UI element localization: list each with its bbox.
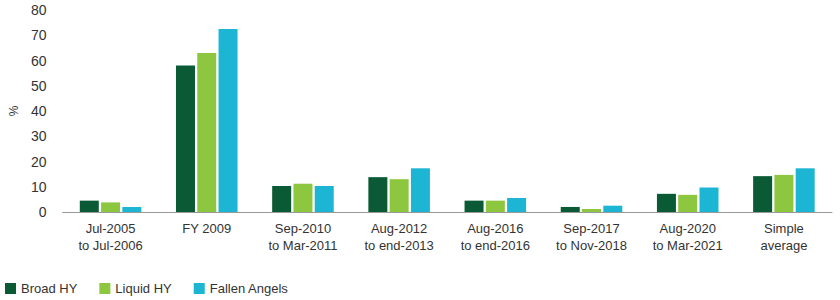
svg-text:10: 10 — [31, 179, 47, 195]
svg-text:Jul-2005: Jul-2005 — [86, 221, 136, 236]
svg-text:to end-2016: to end-2016 — [461, 238, 530, 253]
svg-text:Fallen Angels: Fallen Angels — [210, 281, 289, 296]
svg-text:80: 80 — [31, 2, 47, 18]
svg-text:0: 0 — [39, 204, 47, 220]
svg-text:30: 30 — [31, 128, 47, 144]
svg-text:Sep-2010: Sep-2010 — [275, 221, 331, 236]
svg-text:Sep-2017: Sep-2017 — [563, 221, 619, 236]
svg-text:50: 50 — [31, 78, 47, 94]
svg-text:Aug-2012: Aug-2012 — [371, 221, 427, 236]
svg-text:20: 20 — [31, 154, 47, 170]
svg-text:Liquid HY: Liquid HY — [115, 281, 172, 296]
svg-text:60: 60 — [31, 53, 47, 69]
svg-text:Broad HY: Broad HY — [21, 281, 78, 296]
svg-text:average: average — [760, 238, 807, 253]
svg-text:to Nov-2018: to Nov-2018 — [556, 238, 627, 253]
svg-text:Aug-2016: Aug-2016 — [467, 221, 523, 236]
svg-text:70: 70 — [31, 27, 47, 43]
svg-text:to Mar-2011: to Mar-2011 — [268, 238, 337, 253]
svg-text:40: 40 — [31, 103, 47, 119]
svg-text:Simple: Simple — [764, 221, 804, 236]
svg-text:to Jul-2006: to Jul-2006 — [78, 238, 142, 253]
svg-text:to Mar-2021: to Mar-2021 — [653, 238, 723, 253]
svg-text:%: % — [7, 105, 21, 116]
svg-text:Aug-2020: Aug-2020 — [660, 221, 716, 236]
svg-text:FY 2009: FY 2009 — [182, 221, 231, 236]
svg-text:to end-2013: to end-2013 — [364, 238, 433, 253]
